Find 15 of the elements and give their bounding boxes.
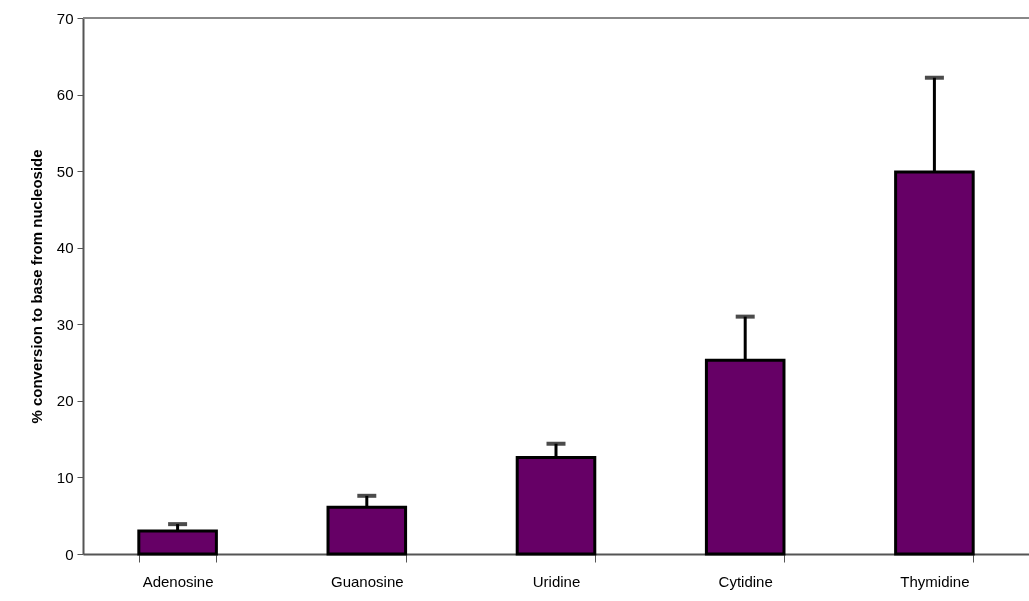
bar	[137, 529, 218, 556]
x-tick-label: Cytidine	[718, 572, 773, 590]
x-tick-label: Uridine	[532, 572, 581, 590]
y-tick-label: 0	[65, 545, 74, 563]
y-tick-label: 60	[56, 86, 74, 104]
x-tick-label: Guanosine	[331, 572, 404, 590]
x-tick-label: Thymidine	[900, 572, 970, 590]
y-tick-label: 30	[56, 315, 74, 333]
y-tick-label: 70	[56, 9, 74, 27]
x-tick-label: Adenosine	[142, 572, 214, 590]
y-tick-label: 10	[56, 468, 74, 486]
y-tick-label: 50	[56, 162, 74, 180]
y-axis-title: % conversion to base from nucleoside	[27, 149, 45, 424]
y-tick-label: 40	[56, 239, 74, 257]
y-tick-label: 20	[56, 392, 74, 410]
